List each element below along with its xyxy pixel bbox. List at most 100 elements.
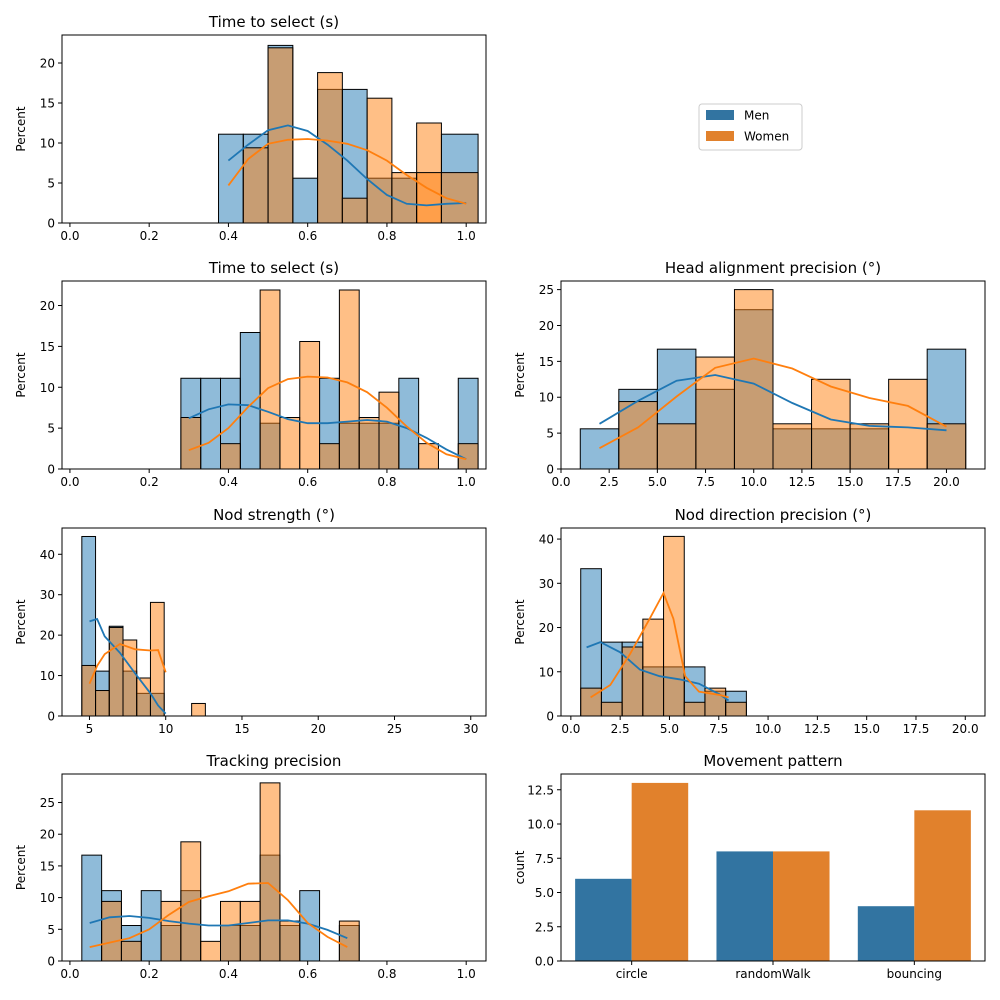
women-bar — [191, 702, 206, 717]
men-count-bar — [575, 878, 632, 961]
women-count-bar — [773, 851, 830, 961]
women-bar — [600, 701, 623, 717]
y-tick-label: 10 — [40, 381, 55, 395]
women-bar — [656, 423, 697, 470]
y-tick-label: 0 — [47, 463, 55, 477]
y-tick-label: 40 — [539, 533, 554, 547]
men-count-bar — [857, 906, 915, 961]
y-tick-label: 20 — [40, 299, 55, 313]
y-tick-label: 20 — [40, 57, 55, 71]
y-tick-label: 0.0 — [535, 955, 554, 969]
x-tick-label: 0.2 — [140, 475, 159, 489]
x-tick-label: 20.0 — [952, 722, 979, 736]
women-bar — [180, 417, 202, 470]
x-tick-label: 0.6 — [298, 475, 317, 489]
y-tick-label: 0 — [546, 463, 554, 477]
legend-label-women: Women — [744, 130, 789, 144]
y-tick-label: 15 — [40, 340, 55, 354]
chart-title: Tracking precision — [206, 752, 342, 770]
x-tick-label: 17.5 — [903, 722, 930, 736]
x-tick-label: 25 — [387, 722, 402, 736]
women-bar — [888, 378, 928, 470]
y-tick-label: 15 — [539, 355, 554, 369]
y-tick-label: 0 — [47, 955, 55, 969]
y-tick-label: 2.5 — [535, 920, 554, 934]
women-bar — [338, 289, 360, 470]
axes-frame — [61, 527, 487, 717]
y-tick-label: 20 — [539, 319, 554, 333]
x-category-label: circle — [616, 967, 648, 981]
y-axis-label: Percent — [14, 599, 28, 644]
y-tick-label: 10 — [40, 891, 55, 905]
x-tick-label: 1.0 — [457, 475, 476, 489]
y-tick-label: 5 — [546, 427, 554, 441]
women-bar — [160, 900, 182, 962]
women-bar — [725, 701, 747, 717]
women-kde-line — [88, 643, 167, 685]
women-bar — [220, 443, 241, 470]
women-bar — [811, 378, 851, 470]
women-bar — [772, 423, 813, 470]
y-tick-label: 0 — [47, 710, 55, 724]
y-tick-label: 7.5 — [535, 852, 554, 866]
y-axis-label: Percent — [14, 352, 28, 397]
chart-2: 0.0 0.2 0.4 0.6 0.8 1.0 0 5 10 15 20 Time to select… — [14, 259, 487, 489]
x-tick-label: 0.6 — [298, 967, 317, 981]
x-tick-label: 0.4 — [219, 967, 238, 981]
men-bar — [398, 377, 420, 470]
x-tick-label: 0.0 — [60, 475, 79, 489]
men-count-bar — [716, 851, 773, 961]
y-tick-label: 25 — [539, 283, 554, 297]
chart-title: Movement pattern — [703, 752, 842, 770]
y-tick-label: 30 — [40, 588, 55, 602]
y-tick-label: 15 — [40, 97, 55, 111]
x-tick-label: 1.0 — [457, 229, 476, 243]
men-bar — [292, 177, 319, 224]
x-tick-label: 5 — [86, 722, 94, 736]
chart-title: Time to select (s) — [208, 13, 339, 31]
women-kde-line — [599, 357, 947, 449]
x-tick-label: 12.5 — [804, 722, 831, 736]
chart-1: 0.0 0.2 0.4 0.6 0.8 1.0 0 5 10 15 20 Time to select… — [14, 13, 487, 243]
y-tick-label: 12.5 — [527, 783, 554, 797]
women-bar — [279, 920, 301, 962]
y-tick-label: 15 — [40, 859, 55, 873]
legend: Men Women — [698, 103, 803, 151]
x-tick-label: 0.0 — [60, 967, 79, 981]
x-tick-label: 20 — [311, 722, 326, 736]
women-bar — [319, 443, 340, 470]
axes-frame — [560, 773, 986, 962]
y-axis-label: Percent — [14, 106, 28, 151]
x-tick-label: 20.0 — [933, 475, 960, 489]
women-bar — [299, 340, 321, 470]
women-bar — [663, 535, 685, 717]
y-tick-label: 10 — [40, 669, 55, 683]
women-bar — [695, 356, 735, 470]
x-tick-label: 0.4 — [219, 475, 238, 489]
women-bar — [242, 147, 269, 224]
y-tick-label: 25 — [40, 796, 55, 810]
y-tick-label: 5 — [47, 177, 55, 191]
men-bar — [218, 133, 244, 224]
women-bar — [642, 618, 665, 717]
x-tick-label: 0.8 — [377, 229, 396, 243]
axes-frame — [61, 773, 487, 962]
women-bar — [95, 690, 110, 717]
x-tick-label: 5.0 — [660, 722, 679, 736]
women-bar — [259, 289, 281, 470]
women-count-bar — [914, 810, 971, 961]
women-bar — [849, 423, 890, 470]
x-tick-label: 0.0 — [551, 475, 570, 489]
chart-7: circle randomWalk bouncing 0.0 2.5 5.0 7.5 10.0… — [513, 752, 986, 981]
x-tick-label: 15 — [234, 722, 249, 736]
x-tick-label: 2.5 — [611, 722, 630, 736]
women-bar — [122, 639, 138, 717]
women-kde-line — [227, 138, 467, 205]
y-tick-label: 10 — [539, 665, 554, 679]
women-bar — [416, 172, 442, 224]
y-tick-label: 10 — [40, 137, 55, 151]
y-axis-label: count — [513, 850, 527, 884]
chart-3: 0.0 2.5 5.0 7.5 10.0 12.5 15.0 17.5 20.0 0 5 10 15 20… — [513, 259, 986, 489]
chart-title: Nod direction precision (°) — [675, 506, 872, 524]
